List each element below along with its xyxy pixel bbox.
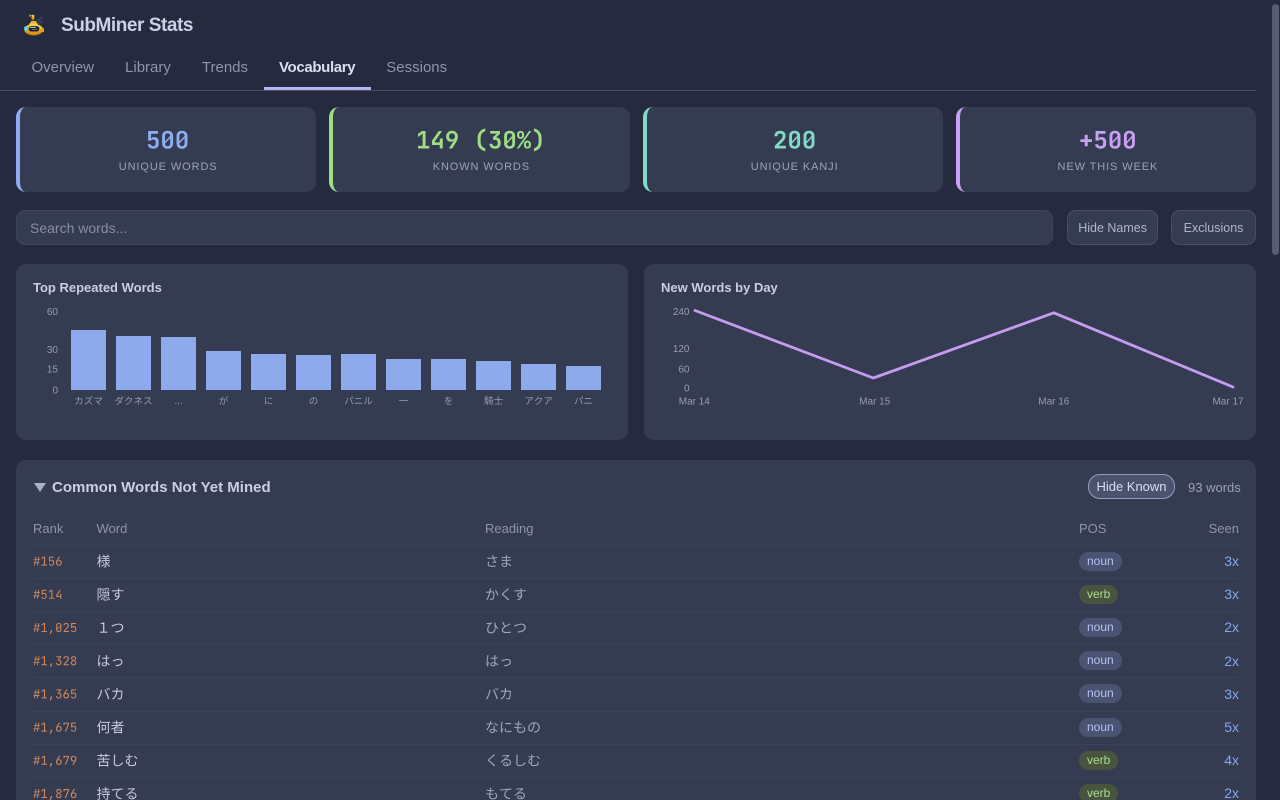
svg-text:0: 0	[52, 386, 58, 397]
svg-text:60: 60	[47, 307, 59, 318]
svg-text:Mar 17: Mar 17	[1212, 397, 1244, 408]
svg-text:15: 15	[47, 365, 59, 376]
svg-text:Mar 16: Mar 16	[1038, 397, 1070, 408]
svg-text:120: 120	[673, 344, 690, 355]
svg-text:...: ...	[174, 396, 182, 407]
svg-text:60: 60	[678, 364, 690, 375]
svg-text:Mar 14: Mar 14	[679, 397, 711, 408]
svg-text:Mar 15: Mar 15	[859, 397, 891, 408]
svg-text:240: 240	[673, 307, 690, 318]
svg-text:0: 0	[684, 384, 690, 395]
svg-text:30: 30	[47, 345, 59, 356]
